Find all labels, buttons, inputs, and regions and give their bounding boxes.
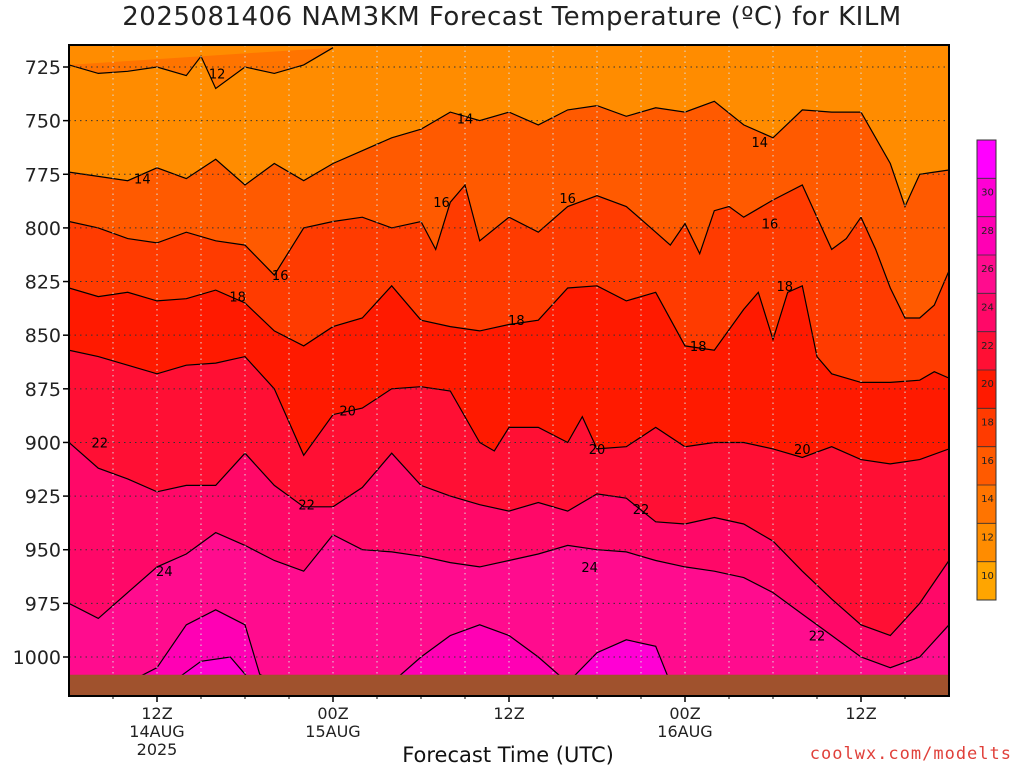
x-tick-label: 12Z	[493, 704, 524, 723]
colorbar-label: 22	[981, 341, 994, 352]
colorbar-segment	[977, 446, 996, 486]
colorbar-label: 24	[981, 303, 994, 314]
colorbar-segment	[977, 178, 996, 218]
y-tick-label: 850	[25, 325, 61, 347]
isotherm-label: 14	[457, 112, 474, 127]
isotherm-labels: 12 14 14 14 16 16 16 16 18 18 18 18 20 20 20 22 22 22 22 24…	[92, 67, 826, 644]
colorbar-label: 18	[981, 418, 994, 429]
isotherm-label: 20	[794, 443, 811, 458]
isotherm-label: 20	[339, 404, 356, 419]
y-tick-label: 1000	[13, 647, 61, 669]
x-tick-label: 15AUG	[305, 722, 360, 741]
colorbar-segment	[977, 216, 996, 256]
source-credit: coolwx.com/modelts	[809, 744, 1012, 764]
isotherm-label: 22	[298, 499, 315, 514]
x-tick-label: 00Z	[317, 704, 348, 723]
isotherm-28	[567, 639, 671, 684]
isotherm-label: 16	[433, 196, 450, 211]
isotherm-28	[171, 656, 253, 684]
colorbar-label: 20	[981, 379, 994, 390]
colorbar-label: 30	[981, 188, 994, 199]
isotherm-label: 22	[633, 503, 650, 518]
colorbar-label: 26	[981, 264, 994, 275]
isotherm-label: 24	[156, 565, 173, 580]
x-tick-label: 14AUG	[129, 722, 184, 741]
colorbar-segment	[977, 255, 996, 294]
colorbar-segment	[977, 523, 996, 563]
y-tick-label: 925	[25, 486, 61, 508]
y-tick-label: 775	[25, 164, 61, 186]
isotherm-label: 14	[752, 136, 769, 151]
isotherm-16	[69, 183, 949, 319]
isotherm-label: 16	[762, 218, 779, 233]
x-axis-title: Forecast Time (UTC)	[402, 743, 614, 767]
grid-lines	[69, 45, 949, 696]
colorbar-segment	[977, 485, 996, 524]
band-fill-26	[391, 624, 568, 683]
y-tick-label: 800	[25, 218, 61, 240]
x-tick-label: 12Z	[845, 704, 876, 723]
isotherm-label: 24	[581, 561, 598, 576]
y-tick-label: 950	[25, 540, 61, 562]
colorbar-segment	[977, 331, 996, 371]
band-fill-12	[69, 47, 333, 89]
isotherm-label: 22	[92, 436, 109, 451]
pressure-axis: 725 750 775 800 825 850 875 900 925 950 975 1000	[13, 57, 69, 669]
y-tick-label: 975	[25, 593, 61, 615]
isotherm-14	[69, 100, 949, 209]
isotherm-24	[69, 531, 949, 669]
colorbar-segment	[977, 293, 996, 333]
isotherm-label: 20	[589, 443, 606, 458]
isotherm-label: 18	[690, 340, 707, 355]
x-tick-label: 12Z	[141, 704, 172, 723]
colorbar-label: 16	[981, 456, 994, 467]
colorbar-label: 12	[981, 533, 994, 544]
isotherm-label: 14	[134, 173, 151, 188]
x-tick-label: 00Z	[669, 704, 700, 723]
colorbar-label: 10	[981, 571, 994, 582]
x-tick-label: 16AUG	[657, 722, 712, 741]
isotherm-label: 16	[272, 269, 289, 284]
colorbar-segment	[977, 370, 996, 409]
isotherm-20	[69, 349, 949, 465]
colorbar-label: 14	[981, 494, 994, 505]
isotherm-label: 18	[776, 280, 793, 295]
isotherm-lines	[69, 47, 949, 684]
isotherm-label: 18	[229, 291, 246, 306]
isotherm-label: 22	[809, 630, 826, 645]
colorbar-label: 28	[981, 226, 994, 237]
x-tick-label: 2025	[137, 740, 178, 759]
colorbar: 10 12 14 16 18 20 22 24 26 28 30	[976, 139, 997, 601]
band-fill-26	[127, 609, 275, 683]
isotherm-18	[69, 284, 949, 383]
isotherm-label: 12	[209, 67, 226, 82]
colorbar-segment	[977, 561, 996, 601]
y-tick-label: 875	[25, 379, 61, 401]
colorbar-segment	[977, 140, 996, 179]
isotherm-label: 18	[508, 314, 525, 329]
band-fill-28	[567, 639, 671, 683]
isotherm-label: 16	[559, 192, 576, 207]
ground-surface	[69, 674, 949, 696]
y-tick-label: 900	[25, 432, 61, 454]
chart-title: 2025081406 NAM3KM Forecast Temperature (…	[122, 2, 902, 32]
y-tick-label: 825	[25, 272, 61, 294]
isotherm-22	[69, 442, 949, 637]
y-tick-label: 725	[25, 57, 61, 79]
colorbar-segment	[977, 408, 996, 448]
y-tick-label: 750	[25, 111, 61, 133]
